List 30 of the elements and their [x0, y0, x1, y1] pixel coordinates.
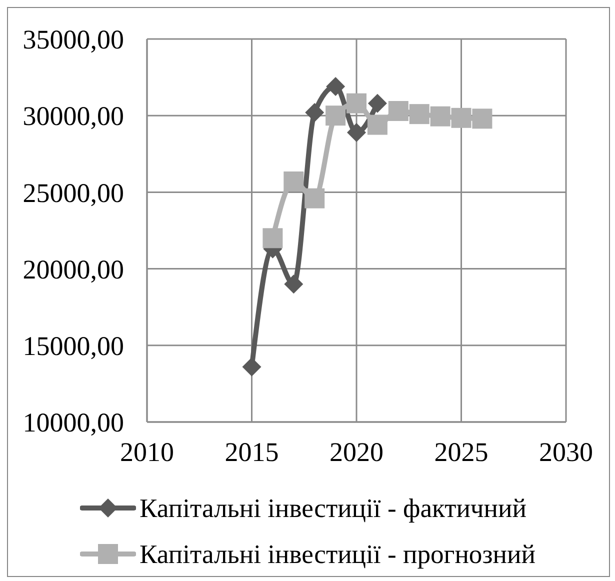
legend-label: Капітальні інвестиції - прогнозний: [140, 538, 536, 570]
point: [346, 93, 366, 114]
y-tick-label: 35000,00: [22, 24, 124, 55]
point: [472, 108, 492, 129]
y-tick-label: 10000,00: [22, 408, 124, 438]
point: [284, 274, 304, 294]
y-tick-label: 25000,00: [22, 178, 124, 208]
y-tick-label: 15000,00: [22, 330, 124, 361]
x-tick-label: 2025: [434, 437, 488, 468]
point: [262, 228, 283, 248]
x-tick-label: 2030: [539, 437, 593, 468]
x-tick-label: 2020: [330, 437, 384, 468]
y-tick-label: 20000,00: [22, 254, 124, 284]
point: [409, 104, 430, 124]
point: [367, 114, 388, 135]
x-tick-label: 2010: [120, 437, 174, 468]
point: [304, 188, 325, 208]
x-tick-label: 2015: [224, 437, 279, 468]
legend-label: Капітальні інвестиції - фактичний: [140, 492, 526, 524]
point: [284, 171, 304, 192]
point: [326, 76, 346, 96]
point: [326, 106, 346, 126]
point: [305, 103, 324, 122]
point: [451, 108, 472, 128]
point: [368, 94, 387, 113]
point: [242, 357, 262, 376]
y-tick-label: 30000,00: [22, 101, 124, 132]
point: [388, 101, 408, 122]
point: [430, 106, 450, 126]
point: [347, 122, 366, 142]
